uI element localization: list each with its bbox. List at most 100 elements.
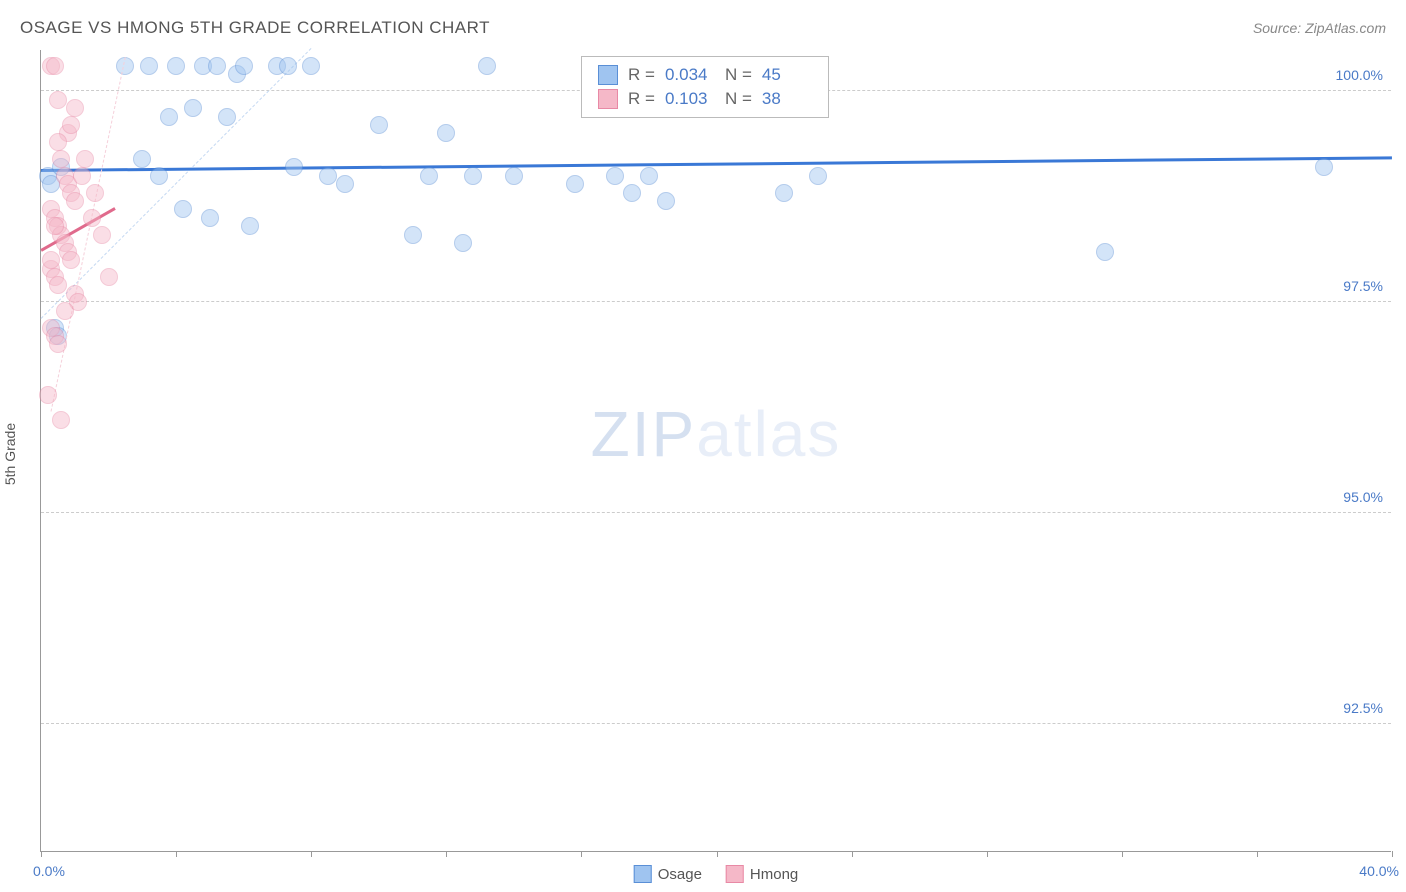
data-point <box>1315 158 1333 176</box>
data-point <box>623 184 641 202</box>
data-point <box>218 108 236 126</box>
y-tick-label: 100.0% <box>1336 67 1383 83</box>
watermark-atlas: atlas <box>696 398 841 470</box>
data-point <box>56 302 74 320</box>
data-point <box>46 217 64 235</box>
data-point <box>49 133 67 151</box>
legend-swatch <box>634 865 652 883</box>
y-tick-label: 95.0% <box>1343 489 1383 505</box>
data-point <box>62 251 80 269</box>
data-point <box>241 217 259 235</box>
r-value: 0.103 <box>665 89 715 109</box>
data-point <box>201 209 219 227</box>
data-point <box>437 124 455 142</box>
trend-line <box>41 156 1392 171</box>
r-label: R = <box>628 89 655 109</box>
x-tick <box>446 851 447 857</box>
data-point <box>52 150 70 168</box>
x-tick <box>852 851 853 857</box>
data-point <box>404 226 422 244</box>
data-point <box>42 251 60 269</box>
data-point <box>464 167 482 185</box>
x-tick <box>176 851 177 857</box>
x-tick <box>717 851 718 857</box>
data-point <box>167 57 185 75</box>
stats-row: R = 0.103 N = 38 <box>598 87 812 111</box>
data-point <box>49 91 67 109</box>
data-point <box>66 99 84 117</box>
data-point <box>133 150 151 168</box>
chart-title: OSAGE VS HMONG 5TH GRADE CORRELATION CHA… <box>20 18 490 38</box>
data-point <box>73 167 91 185</box>
data-point <box>49 276 67 294</box>
r-label: R = <box>628 65 655 85</box>
gridline <box>41 301 1391 302</box>
data-point <box>420 167 438 185</box>
legend: Osage Hmong <box>634 865 799 883</box>
series-swatch <box>598 89 618 109</box>
data-point <box>66 192 84 210</box>
legend-item: Hmong <box>726 865 798 883</box>
x-tick <box>1392 851 1393 857</box>
data-point <box>52 411 70 429</box>
data-point <box>93 226 111 244</box>
n-value: 45 <box>762 65 812 85</box>
data-point <box>150 167 168 185</box>
gridline <box>41 512 1391 513</box>
data-point <box>46 57 64 75</box>
x-tick <box>41 851 42 857</box>
x-tick <box>581 851 582 857</box>
legend-item: Osage <box>634 865 702 883</box>
series-swatch <box>598 65 618 85</box>
x-tick <box>987 851 988 857</box>
data-point <box>174 200 192 218</box>
legend-swatch <box>726 865 744 883</box>
x-tick <box>1257 851 1258 857</box>
x-start-label: 0.0% <box>33 863 65 879</box>
data-point <box>566 175 584 193</box>
n-label: N = <box>725 65 752 85</box>
source-label: Source: ZipAtlas.com <box>1253 20 1386 36</box>
data-point <box>208 57 226 75</box>
chart-header: OSAGE VS HMONG 5TH GRADE CORRELATION CHA… <box>0 0 1406 46</box>
x-tick <box>1122 851 1123 857</box>
chart-plot-area: ZIPatlas 92.5%95.0%97.5%100.0%0.0%40.0% … <box>40 50 1391 852</box>
data-point <box>319 167 337 185</box>
data-point <box>39 386 57 404</box>
data-point <box>606 167 624 185</box>
gridline <box>41 723 1391 724</box>
data-point <box>302 57 320 75</box>
data-point <box>279 57 297 75</box>
data-point <box>657 192 675 210</box>
r-value: 0.034 <box>665 65 715 85</box>
x-end-label: 40.0% <box>1359 863 1399 879</box>
data-point <box>86 184 104 202</box>
y-tick-label: 97.5% <box>1343 278 1383 294</box>
data-point <box>1096 243 1114 261</box>
data-point <box>809 167 827 185</box>
watermark-zip: ZIP <box>591 398 697 470</box>
data-point <box>478 57 496 75</box>
stats-row: R = 0.034 N = 45 <box>598 63 812 87</box>
data-point <box>83 209 101 227</box>
data-point <box>100 268 118 286</box>
n-label: N = <box>725 89 752 109</box>
data-point <box>76 150 94 168</box>
data-point <box>640 167 658 185</box>
data-point <box>49 335 67 353</box>
data-point <box>184 99 202 117</box>
data-point <box>160 108 178 126</box>
y-axis-label: 5th Grade <box>2 423 18 485</box>
data-point <box>775 184 793 202</box>
data-point <box>235 57 253 75</box>
watermark: ZIPatlas <box>591 397 842 471</box>
data-point <box>336 175 354 193</box>
data-point <box>116 57 134 75</box>
data-point <box>140 57 158 75</box>
stats-box: R = 0.034 N = 45 R = 0.103 N = 38 <box>581 56 829 118</box>
data-point <box>505 167 523 185</box>
data-point <box>454 234 472 252</box>
data-point <box>62 116 80 134</box>
legend-label: Osage <box>658 866 702 883</box>
legend-label: Hmong <box>750 866 798 883</box>
